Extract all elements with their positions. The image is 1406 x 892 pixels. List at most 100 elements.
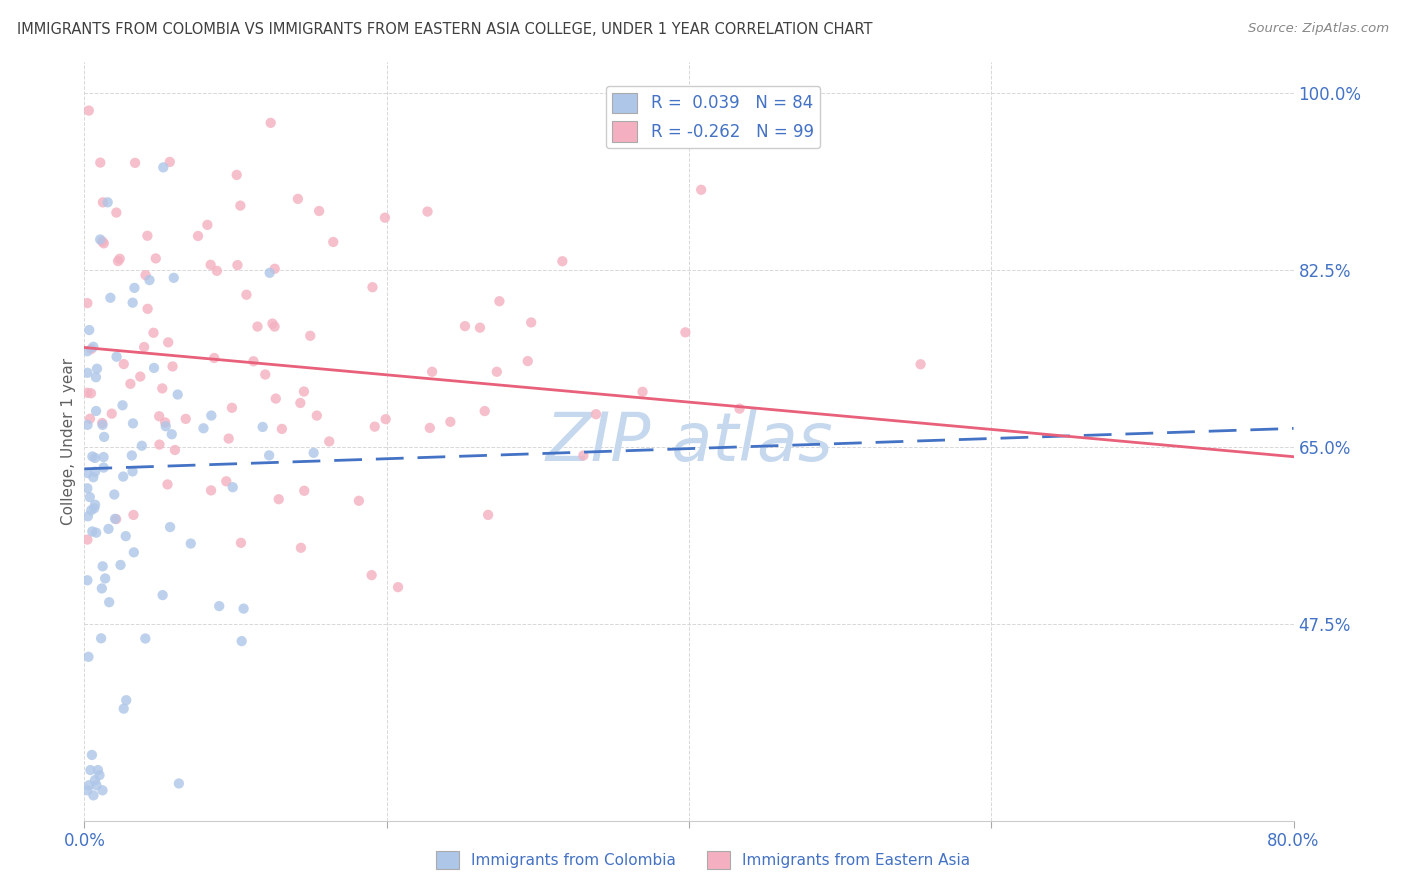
Point xyxy=(271,422,294,436)
Point xyxy=(221,401,243,415)
Point xyxy=(225,168,247,182)
Point xyxy=(167,776,190,790)
Point xyxy=(135,268,157,282)
Point xyxy=(124,156,146,170)
Point xyxy=(218,432,240,446)
Point xyxy=(308,204,330,219)
Point xyxy=(80,503,103,517)
Point xyxy=(120,376,142,391)
Point xyxy=(76,417,98,432)
Point xyxy=(104,512,127,526)
Point xyxy=(93,460,115,475)
Point xyxy=(86,361,108,376)
Point xyxy=(292,384,315,399)
Point xyxy=(263,319,285,334)
Point xyxy=(91,235,114,249)
Text: Source: ZipAtlas.com: Source: ZipAtlas.com xyxy=(1249,22,1389,36)
Point xyxy=(585,407,607,421)
Point xyxy=(129,369,152,384)
Point xyxy=(229,199,252,213)
Point xyxy=(163,442,186,457)
Point xyxy=(82,524,104,539)
Point xyxy=(292,483,315,498)
Point xyxy=(148,409,170,424)
Point xyxy=(136,301,159,316)
Point xyxy=(86,778,108,792)
Legend: R =  0.039   N = 84, R = -0.262   N = 99: R = 0.039 N = 84, R = -0.262 N = 99 xyxy=(606,86,821,148)
Point xyxy=(121,449,143,463)
Legend: Immigrants from Colombia, Immigrants from Eastern Asia: Immigrants from Colombia, Immigrants fro… xyxy=(430,845,976,875)
Point xyxy=(374,412,396,426)
Point xyxy=(287,192,309,206)
Point xyxy=(153,416,176,430)
Point xyxy=(122,417,145,431)
Point xyxy=(187,229,209,244)
Point xyxy=(110,558,132,572)
Point xyxy=(302,446,325,460)
Point xyxy=(134,632,156,646)
Point xyxy=(91,416,114,430)
Point xyxy=(79,490,101,504)
Point xyxy=(520,315,543,329)
Text: ZIP atlas: ZIP atlas xyxy=(546,409,832,475)
Point xyxy=(193,421,215,435)
Point xyxy=(262,317,284,331)
Point xyxy=(76,296,98,310)
Point xyxy=(229,536,252,550)
Point xyxy=(242,354,264,368)
Point xyxy=(264,392,287,406)
Point xyxy=(90,632,112,646)
Point xyxy=(364,419,387,434)
Point xyxy=(124,281,146,295)
Point xyxy=(105,512,128,526)
Point xyxy=(180,536,202,550)
Point xyxy=(84,773,107,788)
Point xyxy=(90,582,112,596)
Point xyxy=(98,595,121,609)
Point xyxy=(77,778,100,792)
Point xyxy=(516,354,538,368)
Point xyxy=(100,407,122,421)
Point xyxy=(114,529,136,543)
Point xyxy=(690,183,713,197)
Point xyxy=(76,466,98,480)
Point xyxy=(134,340,156,354)
Point xyxy=(121,465,143,479)
Point xyxy=(162,359,184,374)
Point xyxy=(80,342,103,356)
Point xyxy=(105,350,128,364)
Point xyxy=(84,370,107,384)
Point xyxy=(82,450,104,464)
Point xyxy=(200,483,222,498)
Point xyxy=(80,747,103,762)
Point xyxy=(138,273,160,287)
Point xyxy=(231,634,253,648)
Point xyxy=(257,448,280,462)
Point xyxy=(673,326,696,340)
Point xyxy=(152,588,174,602)
Point xyxy=(728,401,751,416)
Point xyxy=(259,266,281,280)
Point xyxy=(122,545,145,559)
Point xyxy=(159,520,181,534)
Point xyxy=(82,789,104,803)
Point xyxy=(136,228,159,243)
Point xyxy=(150,381,173,395)
Point xyxy=(322,235,344,249)
Point xyxy=(631,384,654,399)
Point xyxy=(121,295,143,310)
Point xyxy=(200,258,222,272)
Point xyxy=(551,254,574,268)
Point xyxy=(83,501,105,516)
Point xyxy=(318,434,340,449)
Point xyxy=(454,319,477,334)
Point xyxy=(205,264,228,278)
Point xyxy=(77,509,100,524)
Point xyxy=(76,533,98,547)
Point xyxy=(87,763,110,777)
Point xyxy=(103,487,125,501)
Point xyxy=(112,469,135,483)
Point xyxy=(254,368,277,382)
Point xyxy=(246,319,269,334)
Point xyxy=(91,783,114,797)
